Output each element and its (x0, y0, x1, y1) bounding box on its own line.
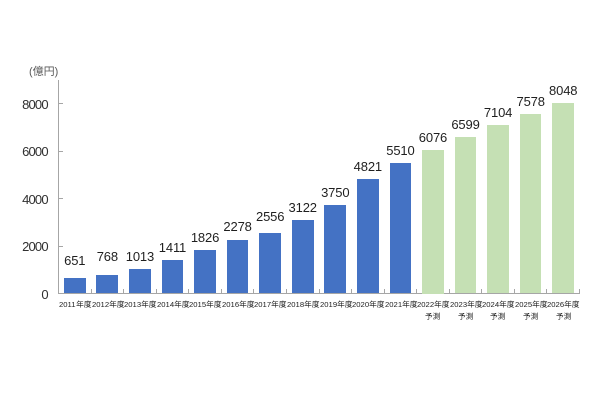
svg-text:2021: 2021 (385, 300, 402, 309)
svg-text:2024: 2024 (482, 300, 500, 309)
svg-text:2020: 2020 (352, 300, 369, 309)
svg-text:2014: 2014 (157, 300, 175, 309)
svg-text:): ) (55, 66, 59, 78)
svg-text:2011: 2011 (59, 300, 76, 309)
svg-text:2016: 2016 (222, 300, 239, 309)
svg-text:2012: 2012 (92, 300, 109, 309)
svg-text:2018: 2018 (287, 300, 304, 309)
svg-text:2017: 2017 (254, 300, 271, 309)
svg-text:2019: 2019 (320, 300, 337, 309)
svg-text:2026: 2026 (547, 300, 564, 309)
svg-text:2025: 2025 (515, 300, 532, 309)
svg-text:2013: 2013 (124, 300, 141, 309)
svg-text:(: ( (29, 66, 33, 78)
svg-text:2023: 2023 (450, 300, 467, 309)
svg-text:2015: 2015 (189, 300, 206, 309)
svg-text:2022: 2022 (417, 300, 434, 309)
